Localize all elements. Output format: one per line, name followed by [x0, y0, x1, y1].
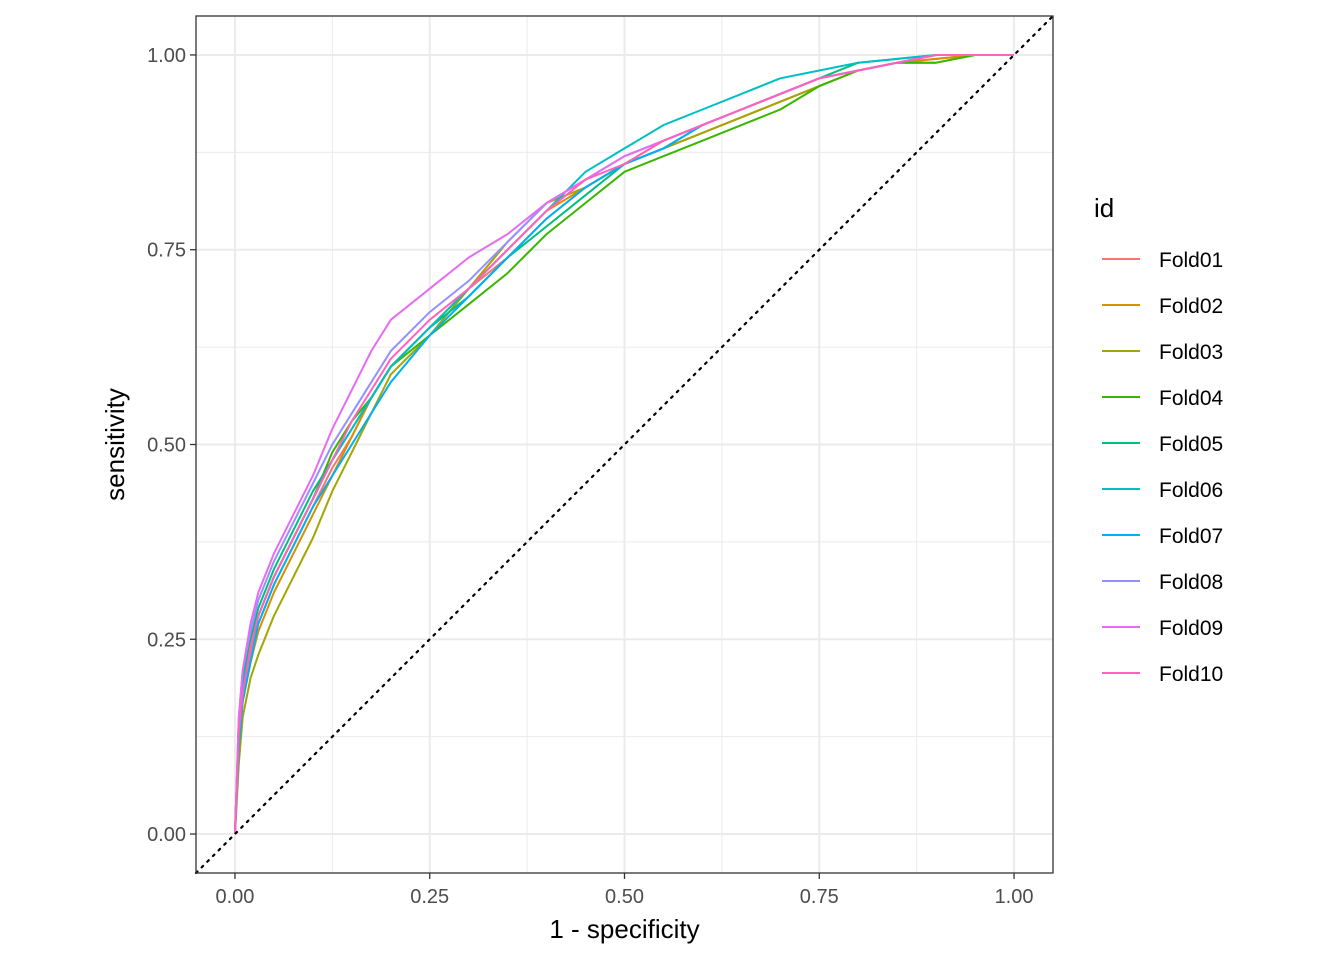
- legend-label-fold08: Fold08: [1159, 571, 1223, 594]
- legend-label-fold01: Fold01: [1159, 249, 1223, 272]
- legend-label-fold09: Fold09: [1159, 617, 1223, 640]
- y-tick-label: 0.50: [147, 435, 186, 457]
- x-axis: 0.00 0.25 0.50 0.75 1.00: [215, 873, 1034, 908]
- y-tick-label: 0.75: [147, 240, 186, 262]
- legend-label-fold05: Fold05: [1159, 433, 1223, 456]
- y-axis: 0.00 0.25 0.50 0.75 1.00: [147, 45, 196, 846]
- y-axis-title: sensitivity: [100, 388, 130, 501]
- x-tick-label: 1.00: [995, 886, 1034, 908]
- legend-title: id: [1094, 193, 1114, 223]
- legend-label-fold04: Fold04: [1159, 387, 1224, 410]
- chance-diagonal-line: [194, 14, 1055, 875]
- legend-label-fold10: Fold10: [1159, 663, 1223, 686]
- major-gridlines: [196, 16, 1053, 873]
- x-tick-label: 0.00: [215, 886, 254, 908]
- x-axis-title: 1 - specificity: [549, 914, 699, 944]
- roc-curve-fold10: [234, 54, 1014, 835]
- x-tick-label: 0.25: [410, 886, 449, 908]
- plot-panel: [194, 14, 1055, 875]
- y-tick-label: 0.00: [147, 824, 186, 846]
- x-tick-label: 0.75: [800, 886, 839, 908]
- legend-label-fold07: Fold07: [1159, 525, 1223, 548]
- y-tick-label: 1.00: [147, 45, 186, 67]
- legend: id Fold01 Fold02 Fold03 Fold04 Fold05 Fold06 F…: [1094, 193, 1224, 686]
- y-tick-label: 0.25: [147, 629, 186, 651]
- x-tick-label: 0.50: [605, 886, 644, 908]
- roc-curves: [234, 54, 1014, 835]
- legend-label-fold06: Fold06: [1159, 479, 1223, 502]
- legend-label-fold02: Fold02: [1159, 295, 1223, 318]
- legend-label-fold03: Fold03: [1159, 341, 1223, 364]
